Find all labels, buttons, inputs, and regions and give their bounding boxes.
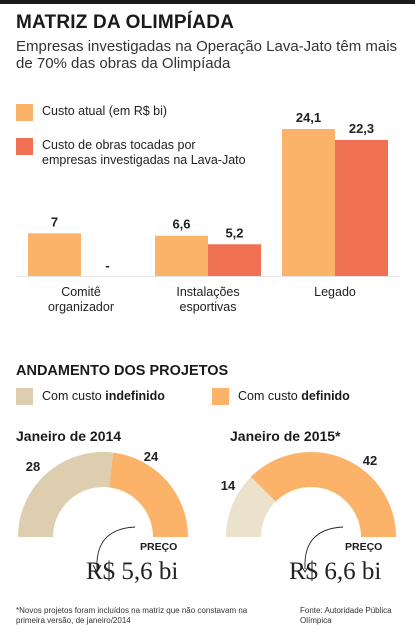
gauge-value-defined: 24 [144,449,159,464]
gauge-segment-undefined-1 [18,452,114,537]
price-label-2015: PREÇO [345,541,383,553]
legend-item-current-cost: Custo atual (em R$ bi) [16,104,266,124]
price-pointer-line [304,526,344,570]
price-pointer-arrowhead [92,564,102,573]
section-title-projects: ANDAMENTO DOS PROJETOS [16,363,229,379]
legend-swatch-orange [212,388,229,405]
price-pointer-arrowhead [300,564,310,573]
legend-label-undefined: Com custo indefinido [42,389,165,403]
legend-text-bold: definido [301,389,350,403]
footnote: *Novos projetos foram incluídos na matri… [16,606,248,625]
legend-swatch-red [16,138,33,155]
bar-investigated [208,244,261,276]
legend-label: Custo de obras tocadas por empresas inve… [42,138,246,167]
gauge-value-undefined: 14 [221,478,236,493]
gauge-segment-defined-1 [109,452,189,537]
category-label: Comitê organizador [48,285,114,314]
gauge-title-2014: Janeiro de 2014 [16,428,122,444]
bar-value-label: 24,1 [296,110,321,125]
gauge-value-defined: 42 [363,453,377,468]
legend-text-bold: indefinido [105,389,165,403]
gauge-value-undefined: 28 [26,459,40,474]
page-title: MATRIZ DA OLIMPÍADA [16,12,235,33]
gauge-segment-defined-2 [250,451,396,537]
category-label-line: Comitê [61,285,101,299]
category-label-line: Instalações [176,285,239,299]
price-label-2014: PREÇO [140,541,178,553]
price-value-2015: R$ 6,6 bi [289,558,382,585]
bar-legend: Custo atual (em R$ bi) Custo de obras to… [16,104,266,184]
top-rule [0,0,415,4]
category-label: Instalações esportivas [176,285,239,314]
bar-value-label: - [105,258,109,273]
bar-value-label: 22,3 [349,121,374,136]
price-pointer-line [96,526,136,570]
legend-item-investigated: Custo de obras tocadas por empresas inve… [16,138,266,184]
gauge-legend: Com custo indefinido Com custo definido [16,388,406,408]
bar-current [155,235,208,276]
bar-investigated [335,139,388,276]
bar-value-label: 7 [51,214,58,229]
category-label-line: organizador [48,300,114,314]
gauge-segment-undefined-2 [226,476,276,537]
legend-text: Com custo [238,389,302,403]
bar-current [282,128,335,276]
bar-current [28,233,81,276]
source-note: Fonte: Autoridade Pública Olímpica [300,606,392,625]
legend-label: Custo atual (em R$ bi) [42,104,168,118]
legend-text: Com custo [42,389,106,403]
bar-value-label: 6,6 [172,217,190,232]
category-label-line: Legado [314,285,356,299]
price-value-2014: R$ 5,6 bi [86,558,179,585]
legend-swatch-beige [16,388,33,405]
category-label: Legado [314,285,356,299]
bar-value-label: 5,2 [225,225,243,240]
gauge-title-2015: Janeiro de 2015* [230,428,341,444]
page-subtitle: Empresas investigadas na Operação Lava-J… [16,38,398,72]
legend-label-defined: Com custo definido [238,389,350,403]
legend-swatch-orange [16,104,33,121]
category-label-line: esportivas [180,300,237,314]
